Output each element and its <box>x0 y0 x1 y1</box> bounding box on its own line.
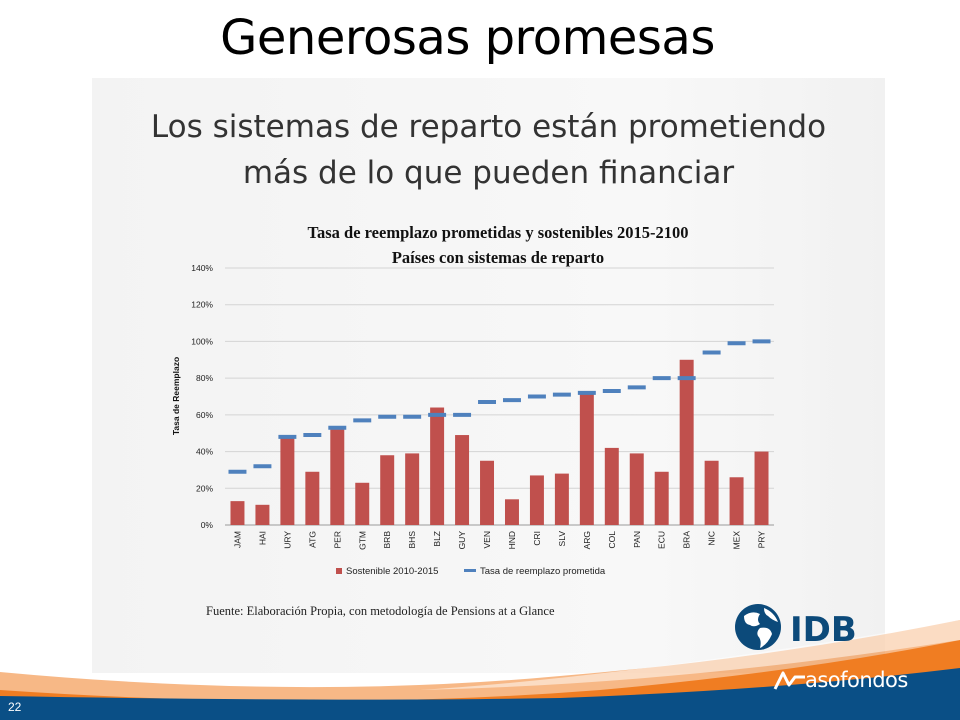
bar-HAI <box>255 504 270 525</box>
bar-BRB <box>380 455 395 525</box>
x-tick-label: BRA <box>682 531 692 549</box>
bar-ECU <box>654 471 669 525</box>
legend-label-dash: Tasa de reemplazo prometida <box>480 566 606 577</box>
bar-NIC <box>704 460 719 525</box>
legend-swatch-bar <box>336 568 342 574</box>
x-tick-label: HAI <box>257 531 267 545</box>
x-tick-labels: JAM HAI URY ATG PER GTM BRB BHS BLZ GUY VEN HND CRI S… <box>232 531 766 550</box>
asofondos-icon <box>773 671 805 690</box>
x-tick-label: VEN <box>482 531 492 548</box>
x-tick-label: ARG <box>582 531 592 549</box>
subtitle-line-1: Los sistemas de reparto están prometiend… <box>150 109 827 145</box>
x-tick-label: JAM <box>232 531 242 548</box>
bar-BRA <box>679 359 694 525</box>
x-tick-label: PRY <box>757 531 767 549</box>
bar-BHS <box>405 453 420 525</box>
y-tick-label: 140% <box>191 263 213 273</box>
chart-panel: Tasa de reemplazo prometidas y sostenibl… <box>92 78 885 673</box>
x-tick-label: NIC <box>707 531 717 546</box>
bar-ARG <box>579 392 594 525</box>
y-tick-label: 0% <box>201 520 214 530</box>
y-tick-label: 20% <box>196 483 213 493</box>
bar-BLZ <box>430 407 445 525</box>
x-tick-label: COL <box>607 531 617 549</box>
bar-GUY <box>455 435 470 525</box>
legend-label-bar: Sostenible 2010-2015 <box>346 566 438 577</box>
x-tick-label: GTM <box>357 531 367 550</box>
subtitle-line-2: más de lo que pueden financiar <box>242 155 735 191</box>
page-title: Generosas promesas <box>220 10 715 66</box>
globe-icon <box>735 604 781 650</box>
asofondos-wordmark: asofondos <box>805 668 908 692</box>
y-tick-label: 80% <box>196 373 213 383</box>
slide-number: 22 <box>8 700 22 714</box>
idb-logo: IDB <box>730 598 870 663</box>
bar-MEX <box>729 477 744 525</box>
x-tick-label: BLZ <box>432 531 442 547</box>
x-tick-label: ECU <box>657 531 667 549</box>
x-tick-label: PER <box>332 531 342 548</box>
y-tick-labels: 0% 20% 40% 60% 80% 100% 120% 140% <box>191 263 213 530</box>
bar-URY <box>280 436 295 525</box>
x-tick-label: GUY <box>457 531 467 550</box>
chart-subtitle: Países con sistemas de reparto <box>392 248 604 267</box>
bar-SLV <box>554 473 569 525</box>
x-tick-label: BRB <box>382 531 392 549</box>
y-tick-label: 60% <box>196 410 213 420</box>
x-tick-label: PAN <box>632 531 642 548</box>
y-axis-label: Tasa de Reemplazo <box>171 357 181 435</box>
x-tick-label: CRI <box>532 531 542 546</box>
bar-JAM <box>230 501 245 525</box>
source-note: Fuente: Elaboración Propia, con metodolo… <box>206 604 555 618</box>
bar-HND <box>504 499 519 525</box>
y-tick-label: 40% <box>196 447 213 457</box>
legend-swatch-dash <box>464 569 476 572</box>
x-tick-label: URY <box>282 531 292 549</box>
x-tick-label: HND <box>507 531 517 549</box>
x-tick-label: MEX <box>732 531 742 550</box>
bar-PRY <box>754 451 769 525</box>
idb-wordmark: IDB <box>790 610 857 650</box>
x-tick-label: SLV <box>557 531 567 547</box>
bar-PER <box>330 429 345 525</box>
chart-panel-background <box>92 78 885 673</box>
bar-GTM <box>355 482 370 525</box>
slide-subtitle: Los sistemas de reparto están prometiend… <box>92 104 885 196</box>
x-tick-label: BHS <box>407 531 417 549</box>
bar-COL <box>604 447 619 525</box>
bar-VEN <box>480 460 495 525</box>
y-tick-label: 100% <box>191 336 213 346</box>
bar-PAN <box>629 453 644 525</box>
dash-series <box>228 339 771 474</box>
chart: Tasa de reemplazo prometidas y sostenibl… <box>171 223 774 577</box>
bar-series <box>230 359 769 525</box>
y-tick-label: 120% <box>191 300 213 310</box>
bar-CRI <box>529 475 544 525</box>
chart-title: Tasa de reemplazo prometidas y sostenibl… <box>307 223 688 242</box>
x-tick-label: ATG <box>307 531 317 548</box>
bar-ATG <box>305 471 320 525</box>
legend: Sostenible 2010-2015 Tasa de reemplazo p… <box>336 566 606 577</box>
